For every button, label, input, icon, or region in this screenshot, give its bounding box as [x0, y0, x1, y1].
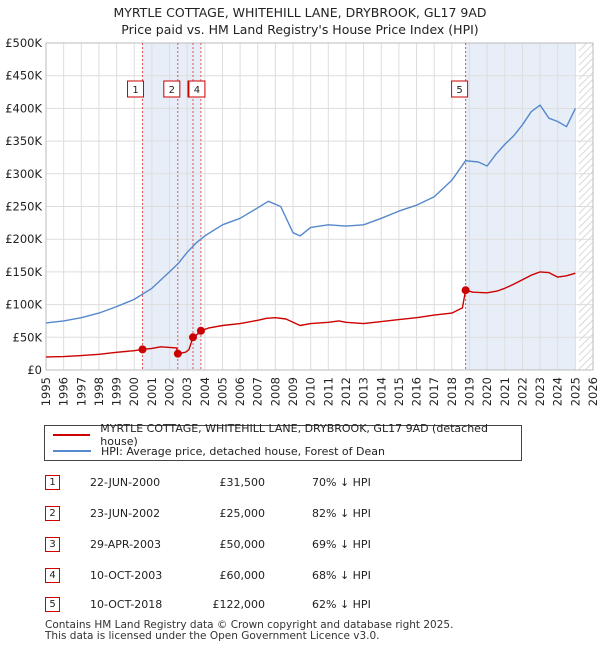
x-tick-label: 2022 [515, 377, 529, 406]
x-tick-label: 1999 [110, 377, 124, 406]
sale-price: £60,000 [219, 569, 266, 582]
x-tick-label: 2002 [163, 377, 177, 406]
y-tick-label: £200K [5, 232, 42, 246]
x-tick-label: 2006 [233, 377, 247, 406]
footer-attribution: Contains HM Land Registry data © Crown c… [45, 620, 453, 642]
x-tick-label: 2012 [339, 377, 353, 406]
sale-date: 22-JUN-2000 [90, 476, 161, 489]
sale-point [138, 345, 147, 354]
x-tick-label: 2015 [392, 377, 406, 406]
title-line-2: Price paid vs. HM Land Registry's House … [121, 22, 479, 37]
sale-label-text: 4 [194, 85, 200, 96]
legend-swatch-property [53, 434, 91, 436]
title-line-1: MYRTLE COTTAGE, WHITEHILL LANE, DRYBROOK… [113, 5, 487, 20]
x-tick-label: 2023 [533, 377, 547, 406]
x-tick-label: 2021 [498, 377, 512, 406]
x-tick-label: 2020 [480, 377, 494, 406]
x-tick-label: 2016 [410, 377, 424, 406]
chart-title: MYRTLE COTTAGE, WHITEHILL LANE, DRYBROOK… [0, 4, 600, 38]
y-tick-label: £300K [5, 167, 42, 181]
x-tick-label: 2007 [251, 377, 265, 406]
x-tick-label: 2009 [286, 377, 300, 406]
x-tick-label: 1998 [92, 377, 106, 406]
x-tick-label: 2008 [268, 377, 282, 406]
y-tick-label: £400K [5, 101, 42, 115]
plot-frame [45, 42, 594, 371]
table-row: 1 22-JUN-2000 £31,500 70% ↓ HPI [0, 475, 600, 495]
sale-price: £122,000 [212, 598, 266, 611]
footer-line-2: This data is licensed under the Open Gov… [45, 630, 380, 642]
x-tick-label: 2011 [321, 377, 335, 406]
y-tick-label: £50K [13, 330, 43, 344]
x-tick-label: 2017 [427, 377, 441, 406]
legend-item-property: MYRTLE COTTAGE, WHITEHILL LANE, DRYBROOK… [53, 422, 521, 448]
sale-hpi-diff: 69% ↓ HPI [312, 538, 371, 551]
x-tick-label: 2026 [586, 377, 600, 406]
x-tick-label: 2003 [180, 377, 194, 406]
legend: MYRTLE COTTAGE, WHITEHILL LANE, DRYBROOK… [44, 422, 522, 461]
property-series-line [45, 271, 576, 358]
sale-label-box [127, 80, 145, 98]
y-tick-label: £100K [5, 298, 42, 312]
table-row: 4 10-OCT-2003 £60,000 68% ↓ HPI [0, 568, 600, 588]
sale-label-box [163, 80, 181, 98]
price-chart: 12345£0£50K£100K£150K£200K£250K£300K£350… [5, 36, 600, 406]
sale-hpi-diff: 82% ↓ HPI [312, 507, 371, 520]
y-tick-label: £350K [5, 134, 42, 148]
sale-label-box [188, 80, 206, 98]
sale-hpi-diff: 70% ↓ HPI [312, 476, 371, 489]
legend-item-hpi: HPI: Average price, detached house, Fore… [53, 443, 385, 459]
sale-point [173, 349, 182, 358]
x-tick-label: 2018 [445, 377, 459, 406]
sale-label-text: 5 [456, 85, 462, 96]
sale-label-text: 2 [169, 85, 175, 96]
sale-date: 23-JUN-2002 [90, 507, 161, 520]
sale-number-badge: 1 [45, 475, 60, 490]
sale-number-badge: 3 [45, 537, 60, 552]
y-tick-label: £0 [27, 363, 42, 377]
hpi-series-line [45, 104, 577, 324]
sale-hpi-diff: 68% ↓ HPI [312, 569, 371, 582]
y-tick-label: £150K [5, 265, 42, 279]
table-row: 2 23-JUN-2002 £25,000 82% ↓ HPI [0, 506, 600, 526]
x-tick-label: 2014 [374, 377, 388, 406]
sale-point [188, 333, 197, 342]
sale-number-badge: 4 [45, 568, 60, 583]
footer-line-1: Contains HM Land Registry data © Crown c… [45, 619, 454, 631]
x-tick-label: 2019 [462, 377, 476, 406]
sale-number-badge: 5 [45, 597, 60, 612]
legend-swatch-hpi [53, 450, 91, 452]
legend-label-hpi: HPI: Average price, detached house, Fore… [101, 444, 385, 458]
x-tick-label: 2025 [568, 377, 582, 406]
sale-point [461, 286, 470, 295]
x-tick-label: 2010 [304, 377, 318, 406]
sale-price: £50,000 [219, 538, 266, 551]
sale-price: £31,500 [219, 476, 266, 489]
sale-label-box [451, 80, 469, 98]
x-tick-label: 2004 [198, 377, 212, 406]
sale-number-badge: 2 [45, 506, 60, 521]
y-tick-label: £250K [5, 200, 42, 214]
table-row: 5 10-OCT-2018 £122,000 62% ↓ HPI [0, 597, 600, 617]
sale-label-text: 1 [132, 85, 138, 96]
x-tick-label: 2005 [215, 377, 229, 406]
sale-date: 10-OCT-2003 [90, 569, 163, 582]
y-tick-label: £500K [5, 36, 42, 50]
x-tick-label: 1996 [57, 377, 71, 406]
x-tick-label: 2000 [127, 377, 141, 406]
table-row: 3 29-APR-2003 £50,000 69% ↓ HPI [0, 537, 600, 557]
x-tick-label: 1995 [39, 377, 53, 406]
sale-hpi-diff: 62% ↓ HPI [312, 598, 371, 611]
sale-point [196, 326, 205, 335]
sale-date: 29-APR-2003 [90, 538, 162, 551]
sale-price: £25,000 [219, 507, 266, 520]
x-tick-label: 1997 [74, 377, 88, 406]
sale-date: 10-OCT-2018 [90, 598, 163, 611]
legend-label-property: MYRTLE COTTAGE, WHITEHILL LANE, DRYBROOK… [100, 422, 488, 448]
y-tick-label: £450K [5, 69, 42, 83]
x-tick-label: 2013 [357, 377, 371, 406]
x-tick-label: 2001 [145, 377, 159, 406]
x-tick-label: 2024 [551, 377, 565, 406]
